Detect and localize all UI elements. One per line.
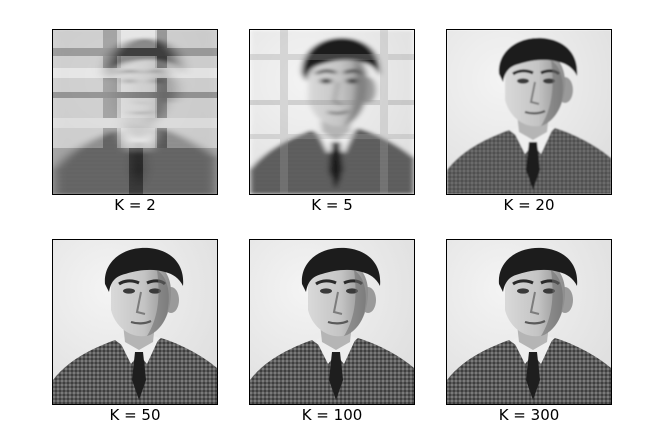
panel-label-k20: K = 20 xyxy=(503,196,555,214)
reconstruction-image-k5 xyxy=(249,29,415,195)
reconstruction-image-k100 xyxy=(249,239,415,405)
reconstruction-image-k2 xyxy=(52,29,218,195)
reconstruction-image-k50 xyxy=(52,239,218,405)
panel-label-k50: K = 50 xyxy=(109,406,161,424)
panel-label-k5: K = 5 xyxy=(311,196,353,214)
reconstruction-image-k300 xyxy=(446,239,612,405)
panel-label-k100: K = 100 xyxy=(301,406,363,424)
reconstruction-image-k20 xyxy=(446,29,612,195)
panel-label-k300: K = 300 xyxy=(498,406,560,424)
panel-label-k2: K = 2 xyxy=(114,196,156,214)
